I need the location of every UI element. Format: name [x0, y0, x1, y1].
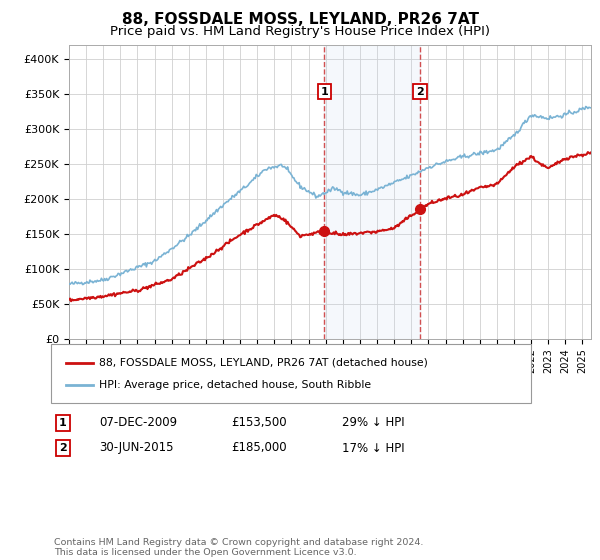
Text: 17% ↓ HPI: 17% ↓ HPI [342, 441, 404, 455]
Text: 1: 1 [59, 418, 67, 428]
Text: 1: 1 [320, 87, 328, 97]
Text: 30-JUN-2015: 30-JUN-2015 [99, 441, 173, 455]
Text: 2: 2 [59, 443, 67, 453]
Bar [325, 45, 420, 339]
Text: 29% ↓ HPI: 29% ↓ HPI [342, 416, 404, 430]
Text: Price paid vs. HM Land Registry's House Price Index (HPI): Price paid vs. HM Land Registry's House … [110, 25, 490, 38]
Text: £185,000: £185,000 [231, 441, 287, 455]
Text: 88, FOSSDALE MOSS, LEYLAND, PR26 7AT: 88, FOSSDALE MOSS, LEYLAND, PR26 7AT [121, 12, 479, 27]
Text: 2: 2 [416, 87, 424, 97]
Text: Contains HM Land Registry data © Crown copyright and database right 2024.
This d: Contains HM Land Registry data © Crown c… [54, 538, 424, 557]
Text: 88, FOSSDALE MOSS, LEYLAND, PR26 7AT (detached house): 88, FOSSDALE MOSS, LEYLAND, PR26 7AT (de… [99, 358, 428, 368]
Text: £153,500: £153,500 [231, 416, 287, 430]
Text: 07-DEC-2009: 07-DEC-2009 [99, 416, 177, 430]
Text: HPI: Average price, detached house, South Ribble: HPI: Average price, detached house, Sout… [99, 380, 371, 390]
